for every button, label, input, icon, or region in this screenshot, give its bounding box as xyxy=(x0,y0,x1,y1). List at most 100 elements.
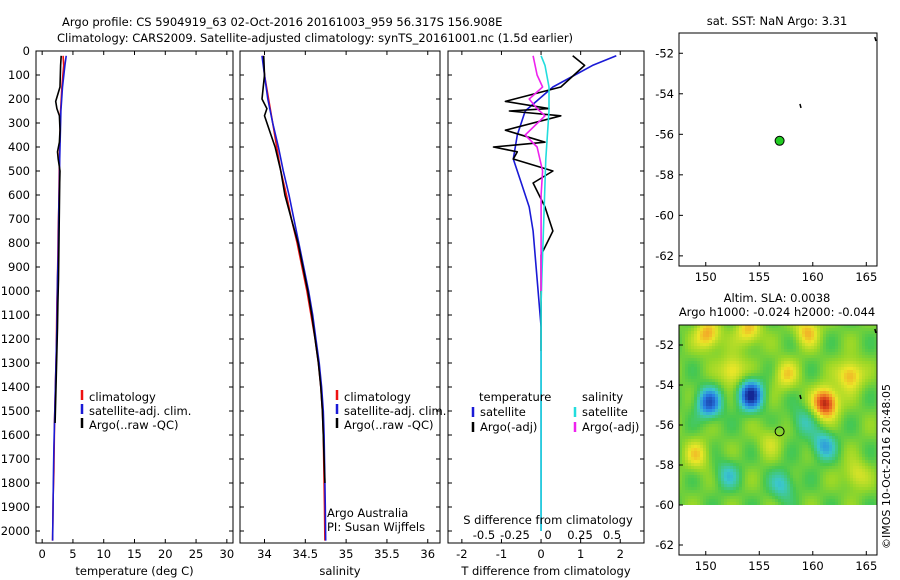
heatmap-cell xyxy=(862,484,865,487)
heatmap-cell xyxy=(823,460,826,463)
heatmap-cell xyxy=(778,433,781,436)
heatmap-cell xyxy=(790,484,793,487)
heatmap-cell xyxy=(871,496,874,499)
heatmap-cell xyxy=(766,433,769,436)
heatmap-cell xyxy=(715,412,718,415)
panel-difference: -2 -1 0 1 2T difference from climatologytemp… xyxy=(447,50,645,578)
heatmap-cell xyxy=(859,400,862,403)
heatmap-cell xyxy=(679,460,682,463)
heatmap-cell xyxy=(733,469,736,472)
heatmap-cell xyxy=(796,457,799,460)
heatmap-cell xyxy=(805,361,808,364)
heatmap-cell xyxy=(799,382,802,385)
heatmap-cell xyxy=(841,400,844,403)
heatmap-cell xyxy=(748,481,751,484)
heatmap-cell xyxy=(694,370,697,373)
heatmap-cell xyxy=(778,382,781,385)
heatmap-cell xyxy=(784,373,787,376)
heatmap-cell xyxy=(781,484,784,487)
heatmap-cell xyxy=(814,337,817,340)
heatmap-cell xyxy=(778,481,781,484)
heatmap-cell xyxy=(805,349,808,352)
heatmap-cell xyxy=(790,430,793,433)
heatmap-cell xyxy=(724,475,727,478)
heatmap-cell xyxy=(679,454,682,457)
heatmap-cell xyxy=(718,496,721,499)
heatmap-cell xyxy=(694,424,697,427)
heatmap-cell xyxy=(823,478,826,481)
heatmap-cell xyxy=(757,475,760,478)
heatmap-cell xyxy=(760,325,763,328)
heatmap-cell xyxy=(745,370,748,373)
heatmap-cell xyxy=(856,484,859,487)
heatmap-cell xyxy=(700,412,703,415)
heatmap-cell xyxy=(703,373,706,376)
heatmap-cell xyxy=(811,460,814,463)
heatmap-cell xyxy=(772,388,775,391)
heatmap-cell xyxy=(736,499,739,502)
heatmap-cell xyxy=(733,382,736,385)
heatmap-cell xyxy=(745,484,748,487)
heatmap-cell xyxy=(850,361,853,364)
heatmap-cell xyxy=(835,448,838,451)
heatmap-cell xyxy=(760,385,763,388)
heatmap-cell xyxy=(853,334,856,337)
heatmap-cell xyxy=(829,496,832,499)
heatmap-cell xyxy=(778,457,781,460)
heatmap-cell xyxy=(733,343,736,346)
heatmap-cell xyxy=(835,406,838,409)
heatmap-cell xyxy=(856,400,859,403)
heatmap-cell xyxy=(739,358,742,361)
heatmap-cell xyxy=(808,388,811,391)
heatmap-cell xyxy=(769,364,772,367)
heatmap-cell xyxy=(730,379,733,382)
heatmap-cell xyxy=(838,499,841,502)
heatmap-cell xyxy=(820,475,823,478)
heatmap-cell xyxy=(688,343,691,346)
heatmap-cell xyxy=(844,400,847,403)
heatmap-cell xyxy=(847,337,850,340)
heatmap-cell xyxy=(859,373,862,376)
heatmap-cell xyxy=(856,463,859,466)
heatmap-cell xyxy=(688,442,691,445)
heatmap-cell xyxy=(712,439,715,442)
heatmap-cell xyxy=(733,352,736,355)
heatmap-cell xyxy=(724,328,727,331)
heatmap-cell xyxy=(832,478,835,481)
heatmap-cell xyxy=(748,331,751,334)
heatmap-cell xyxy=(760,337,763,340)
heatmap-cell xyxy=(754,499,757,502)
heatmap-cell xyxy=(874,487,877,490)
heatmap-cell xyxy=(853,445,856,448)
heatmap-cell xyxy=(811,367,814,370)
heatmap-cell xyxy=(805,490,808,493)
heatmap-cell xyxy=(697,343,700,346)
heatmap-cell xyxy=(775,436,778,439)
heatmap-cell xyxy=(694,451,697,454)
heatmap-cell xyxy=(712,442,715,445)
heatmap-cell xyxy=(826,358,829,361)
heatmap-cell xyxy=(685,487,688,490)
heatmap-cell xyxy=(685,331,688,334)
heatmap-cell xyxy=(736,364,739,367)
heatmap-cell xyxy=(745,394,748,397)
heatmap-cell xyxy=(874,442,877,445)
heatmap-cell xyxy=(784,400,787,403)
heatmap-cell xyxy=(691,499,694,502)
heatmap-cell xyxy=(736,406,739,409)
heatmap-cell xyxy=(766,412,769,415)
heatmap-cell xyxy=(844,334,847,337)
heatmap-cell xyxy=(724,418,727,421)
heatmap-cell xyxy=(727,412,730,415)
heatmap-cell xyxy=(850,454,853,457)
heatmap-cell xyxy=(712,484,715,487)
heatmap-cell xyxy=(745,355,748,358)
heatmap-cell xyxy=(865,418,868,421)
heatmap-cell xyxy=(751,355,754,358)
heatmap-cell xyxy=(838,466,841,469)
heatmap-cell xyxy=(766,379,769,382)
heatmap-cell xyxy=(835,385,838,388)
heatmap-cell xyxy=(745,436,748,439)
heatmap-cell xyxy=(868,421,871,424)
heatmap-cell xyxy=(835,352,838,355)
